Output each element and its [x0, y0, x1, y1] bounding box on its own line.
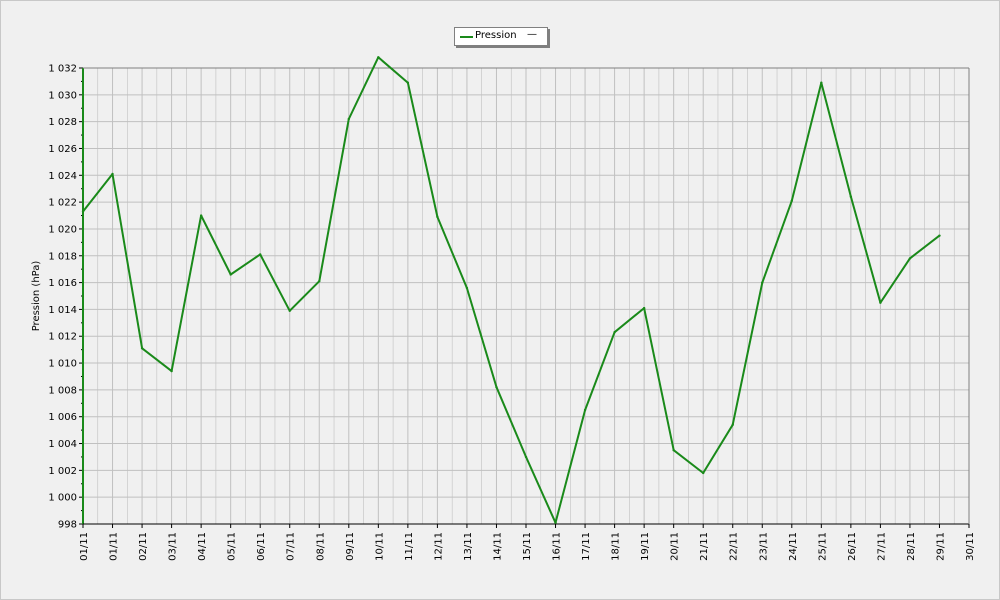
legend: Pression —: [454, 27, 548, 46]
x-tick-label: 27/11: [876, 532, 887, 561]
y-tick-label: 1 006: [48, 412, 77, 423]
data-point: [849, 195, 853, 198]
x-tick-label: 10/11: [374, 532, 385, 561]
x-tick-label: 18/11: [611, 532, 622, 561]
y-tick-label: 1 004: [48, 439, 77, 450]
x-tick-label: 15/11: [522, 532, 533, 561]
x-tick-label: 03/11: [168, 532, 179, 561]
x-tick-label: 30/11: [965, 532, 976, 561]
data-point: [908, 257, 912, 260]
data-point: [347, 117, 350, 121]
y-tick-label: 1 020: [48, 224, 77, 235]
data-point: [672, 449, 675, 452]
y-tick-label: 1 012: [48, 332, 77, 343]
x-tick-label: 13/11: [463, 532, 474, 561]
data-point: [790, 199, 793, 202]
x-tick-label: 29/11: [935, 532, 946, 561]
x-tick-label: 25/11: [817, 532, 828, 561]
x-tick-label: 07/11: [286, 532, 297, 561]
x-tick-label: 17/11: [581, 532, 592, 561]
y-tick-label: 1 032: [48, 64, 77, 75]
x-tick-label: 05/11: [227, 532, 238, 561]
y-tick-label: 1 010: [48, 359, 77, 370]
data-point: [81, 210, 85, 213]
y-tick-label: 1 022: [48, 198, 77, 209]
data-point: [229, 273, 232, 276]
x-tick-label: 26/11: [847, 532, 858, 561]
data-point: [761, 281, 764, 284]
data-point: [377, 56, 380, 59]
data-point: [318, 280, 321, 283]
y-tick-label: 1 026: [48, 144, 77, 155]
data-point: [524, 455, 528, 459]
x-tick-label: 28/11: [906, 532, 917, 561]
x-tick-label: 04/11: [197, 532, 208, 561]
x-tick-label: 12/11: [433, 532, 444, 561]
x-tick-label: 24/11: [788, 532, 799, 561]
data-point: [465, 286, 469, 290]
data-point: [583, 408, 587, 412]
data-point: [702, 471, 705, 475]
data-point: [111, 172, 114, 176]
legend-series-swatch: [460, 36, 473, 38]
legend-series-label: Pression: [475, 30, 517, 41]
x-tick-label: 02/11: [138, 532, 149, 561]
y-tick-label: 1 000: [48, 493, 77, 504]
y-tick-label: 1 030: [48, 90, 77, 101]
x-tick-label: 14/11: [492, 532, 503, 561]
data-point: [288, 309, 291, 312]
series-line-pression: [82, 56, 941, 524]
y-tick-label: 1 018: [48, 251, 77, 262]
data-point: [938, 234, 941, 237]
y-tick-label: 1 016: [48, 278, 77, 289]
data-point: [554, 521, 557, 524]
legend-marker: —: [527, 29, 537, 40]
data-point: [140, 347, 144, 350]
x-tick-label: 23/11: [758, 532, 769, 561]
x-tick-label: 11/11: [404, 532, 415, 561]
x-tick-label: 06/11: [256, 532, 267, 561]
y-axis-title: Pression (hPa): [31, 261, 42, 332]
data-point: [879, 301, 882, 304]
y-tick-label: 1 014: [48, 305, 77, 316]
y-tick-label: 1 028: [48, 117, 77, 128]
data-point: [436, 215, 439, 219]
y-tick-label: 998: [58, 520, 77, 531]
data-point: [820, 81, 823, 84]
y-tick-label: 1 008: [48, 385, 77, 396]
y-tick-label: 1 024: [48, 171, 77, 182]
x-tick-label: 22/11: [729, 532, 740, 561]
data-point: [495, 386, 498, 389]
x-tick-label: 20/11: [670, 532, 681, 561]
data-point: [259, 253, 262, 256]
data-point: [613, 331, 616, 334]
x-tick-label: 08/11: [315, 532, 326, 561]
data-point: [731, 423, 734, 426]
x-tick-label: 21/11: [699, 532, 710, 561]
x-tick-label: 09/11: [345, 532, 356, 561]
y-tick-label: 1 002: [48, 466, 77, 477]
x-tick-label: 01/11: [79, 532, 90, 561]
data-point: [199, 214, 203, 217]
data-point: [642, 306, 646, 310]
x-tick-label: 01/11: [109, 532, 120, 561]
x-tick-label: 19/11: [640, 532, 651, 561]
data-point: [170, 369, 173, 373]
x-tick-label: 16/11: [552, 532, 563, 561]
data-point: [406, 81, 410, 84]
